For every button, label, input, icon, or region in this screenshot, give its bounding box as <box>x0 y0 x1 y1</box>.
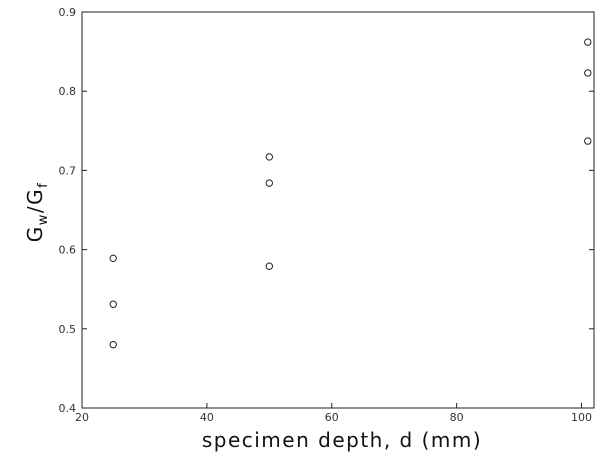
y-tick-label: 0.6 <box>59 244 77 257</box>
y-axis: 0.4 0.5 0.6 0.7 0.8 0.9 <box>59 6 594 415</box>
y-tick-label: 0.8 <box>59 85 77 98</box>
data-point <box>109 340 117 349</box>
y-tick-label: 0.4 <box>59 402 77 415</box>
data-point <box>109 254 117 263</box>
y-tick-label: 0.7 <box>59 164 77 177</box>
data-point <box>109 300 117 308</box>
data-point <box>584 137 592 145</box>
plot-frame <box>81 11 595 409</box>
y-tick-label: 0.5 <box>59 323 77 336</box>
data-point <box>584 38 592 46</box>
data-point <box>584 69 592 77</box>
x-axis-title: specimen depth, d (mm) <box>202 428 482 452</box>
x-tick-label: 80 <box>450 411 464 424</box>
x-tick-label: 40 <box>200 411 214 424</box>
data-point <box>265 179 274 187</box>
y-axis-title: Gw/Gf <box>23 182 51 242</box>
x-tick-label: 20 <box>75 411 89 424</box>
data-point <box>265 262 274 270</box>
y-tick-label: 0.9 <box>59 6 77 19</box>
data-point <box>265 153 274 161</box>
data-points <box>109 38 592 349</box>
x-tick-label: 60 <box>325 411 339 424</box>
x-axis: 20 40 60 80 100 <box>75 403 592 424</box>
x-tick-label: 100 <box>571 411 592 424</box>
